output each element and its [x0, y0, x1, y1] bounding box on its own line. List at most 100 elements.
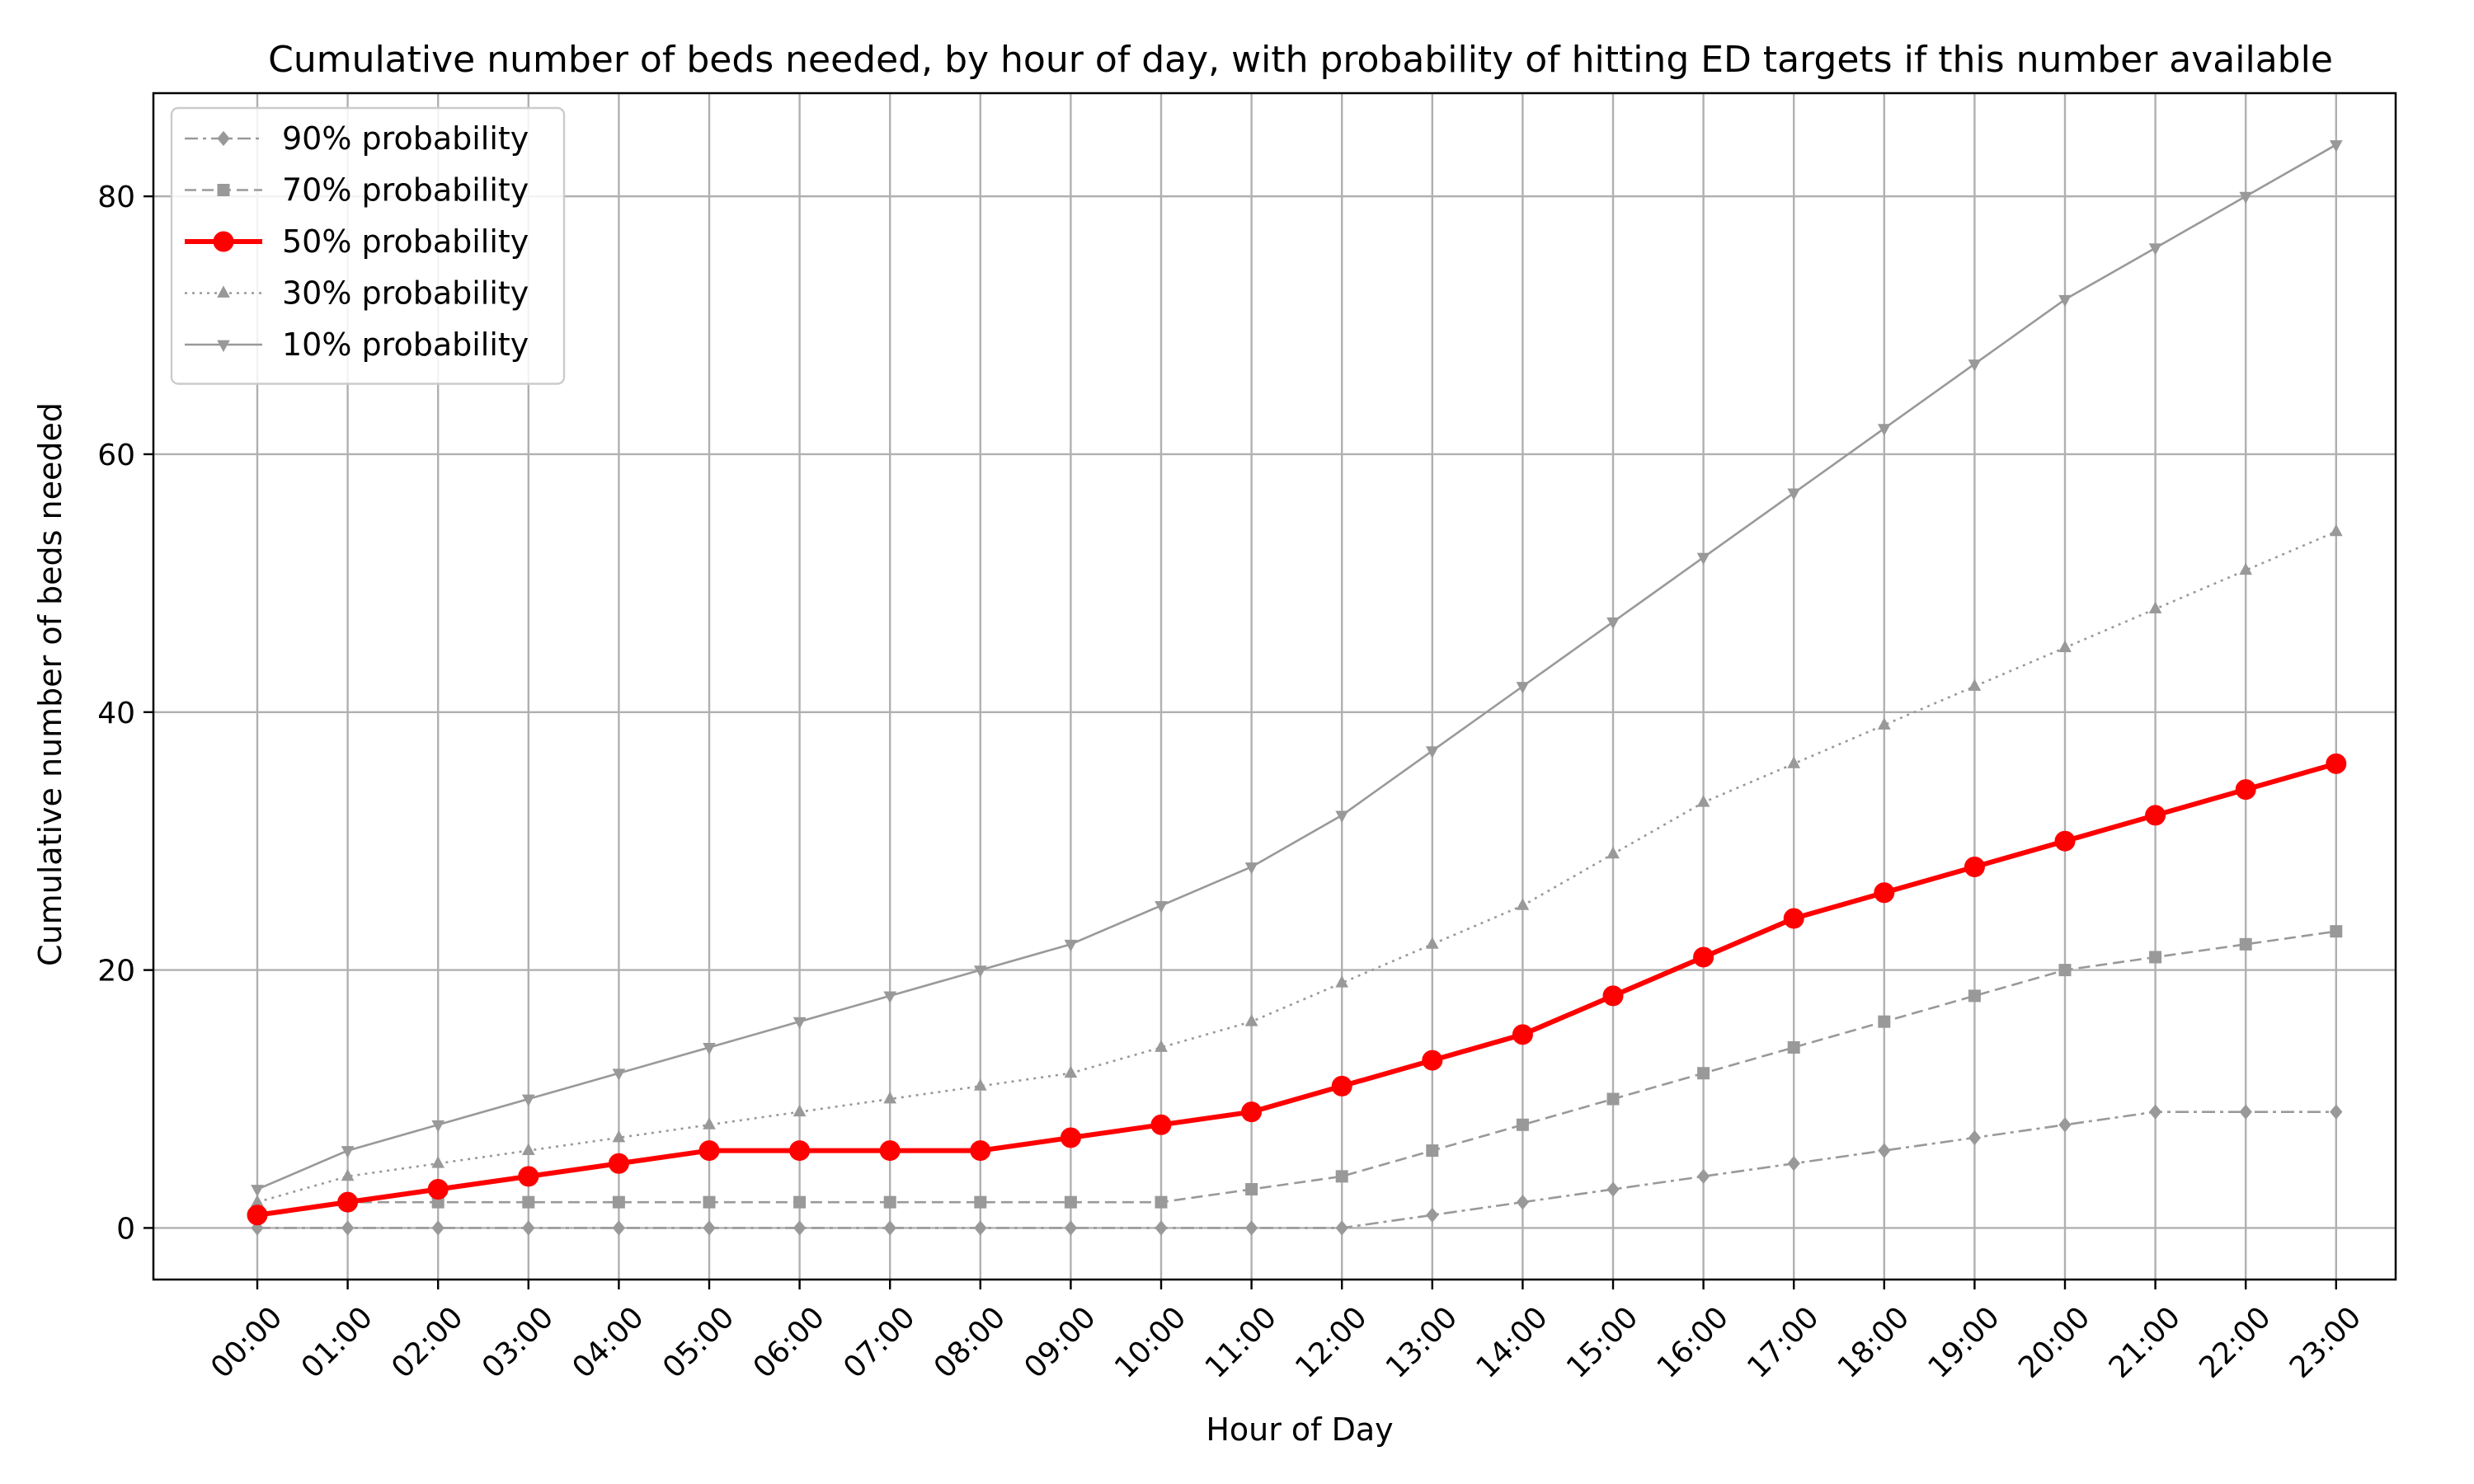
data-point: [793, 1220, 807, 1236]
data-point: [2058, 964, 2072, 977]
data-point: [883, 1220, 896, 1236]
data-point: [2326, 753, 2347, 774]
data-point: [1245, 1183, 1258, 1196]
data-point: [698, 1140, 720, 1162]
legend-box: [170, 106, 566, 385]
data-point: [703, 1195, 716, 1209]
y-axis-label: Cumulative number of beds needed: [32, 402, 68, 966]
legend-label: 50% probability: [282, 223, 529, 260]
data-point: [793, 1017, 807, 1030]
data-point: [2148, 1104, 2162, 1120]
data-point: [2058, 640, 2072, 652]
data-point: [1696, 1168, 1710, 1185]
data-point: [1060, 1127, 1081, 1148]
data-point: [2148, 601, 2162, 614]
data-point: [2058, 1117, 2072, 1133]
data-point: [341, 1220, 355, 1236]
data-point: [341, 1168, 355, 1181]
data-point: [522, 1220, 535, 1236]
legend-item: 30% probability: [185, 275, 529, 312]
data-point: [612, 1195, 625, 1209]
data-point: [1335, 1170, 1348, 1183]
series-line: [256, 143, 2337, 1190]
data-point: [521, 1143, 535, 1155]
data-point: [431, 1120, 445, 1133]
data-point: [1426, 1144, 1439, 1158]
legend-label: 70% probability: [282, 172, 529, 209]
data-point: [974, 1195, 987, 1209]
data-point: [247, 1205, 268, 1226]
data-point: [1877, 424, 1891, 436]
legend-label: 30% probability: [282, 275, 529, 312]
data-point: [1878, 1015, 1891, 1028]
data-point: [1064, 1065, 1078, 1078]
data-point: [1422, 1050, 1443, 1071]
data-point: [1968, 359, 1982, 372]
data-point: [883, 1195, 896, 1209]
data-point: [793, 1195, 807, 1209]
data-point: [879, 1140, 901, 1162]
data-point: [1787, 488, 1801, 500]
data-point: [2149, 951, 2162, 964]
data-point: [1696, 795, 1710, 807]
legend-item: 10% probability: [185, 326, 529, 363]
chart-title: Cumulative number of beds needed, by hou…: [268, 39, 2333, 81]
data-point: [1516, 1194, 1530, 1210]
series-90-probability: [251, 1104, 2343, 1236]
data-point: [1335, 810, 1349, 824]
data-point: [612, 1220, 626, 1236]
data-point: [1516, 898, 1530, 910]
data-point: [883, 1091, 897, 1104]
data-point: [1155, 1220, 1168, 1236]
data-point: [1425, 937, 1439, 949]
series-70-probability: [251, 925, 2343, 1222]
data-point: [2329, 524, 2343, 537]
y-tick-label: 0: [116, 1212, 135, 1246]
data-point: [337, 1191, 359, 1213]
legend-item: 70% probability: [185, 172, 529, 209]
data-point: [1606, 1092, 1620, 1106]
legend-item: 50% probability: [185, 223, 529, 260]
data-point: [341, 1146, 355, 1158]
data-point: [1512, 1024, 1533, 1045]
data-point: [1064, 1195, 1077, 1209]
data-point: [974, 1220, 987, 1236]
data-point: [1697, 1067, 1710, 1080]
y-tick-label: 20: [97, 955, 135, 989]
data-point: [1335, 1220, 1348, 1236]
plot-area-frame: [152, 92, 2397, 1281]
data-point: [1964, 856, 1985, 877]
series-line: [256, 930, 2336, 1217]
data-point: [2239, 562, 2253, 575]
series-10-probability: [251, 140, 2343, 1197]
data-point: [1787, 1040, 1800, 1054]
legend-item: 90% probability: [185, 120, 529, 157]
legend-marker: [217, 184, 230, 196]
data-point: [1783, 908, 1804, 929]
data-point: [518, 1166, 539, 1187]
data-point: [703, 1117, 716, 1129]
data-point: [251, 1185, 264, 1197]
data-point: [431, 1156, 445, 1168]
data-point: [1064, 1220, 1078, 1236]
series-30-probability: [251, 524, 2343, 1207]
data-point: [973, 1078, 987, 1091]
data-point: [1877, 717, 1891, 730]
legend-marker: [217, 285, 230, 298]
y-tick-label: 80: [97, 181, 135, 214]
data-point: [1335, 975, 1349, 988]
data-point: [2235, 779, 2256, 801]
legend-marker: [217, 130, 230, 147]
data-point: [1425, 746, 1439, 758]
data-point: [1968, 679, 1982, 691]
data-point: [612, 1129, 626, 1143]
data-point: [1968, 989, 1981, 1003]
x-axis-label: Hour of Day: [1206, 1411, 1393, 1448]
data-point: [1878, 1143, 1891, 1158]
data-point: [1516, 682, 1530, 694]
data-point: [793, 1104, 807, 1117]
data-point: [1331, 1075, 1352, 1097]
data-point: [2054, 830, 2076, 852]
data-point: [1426, 1207, 1439, 1223]
